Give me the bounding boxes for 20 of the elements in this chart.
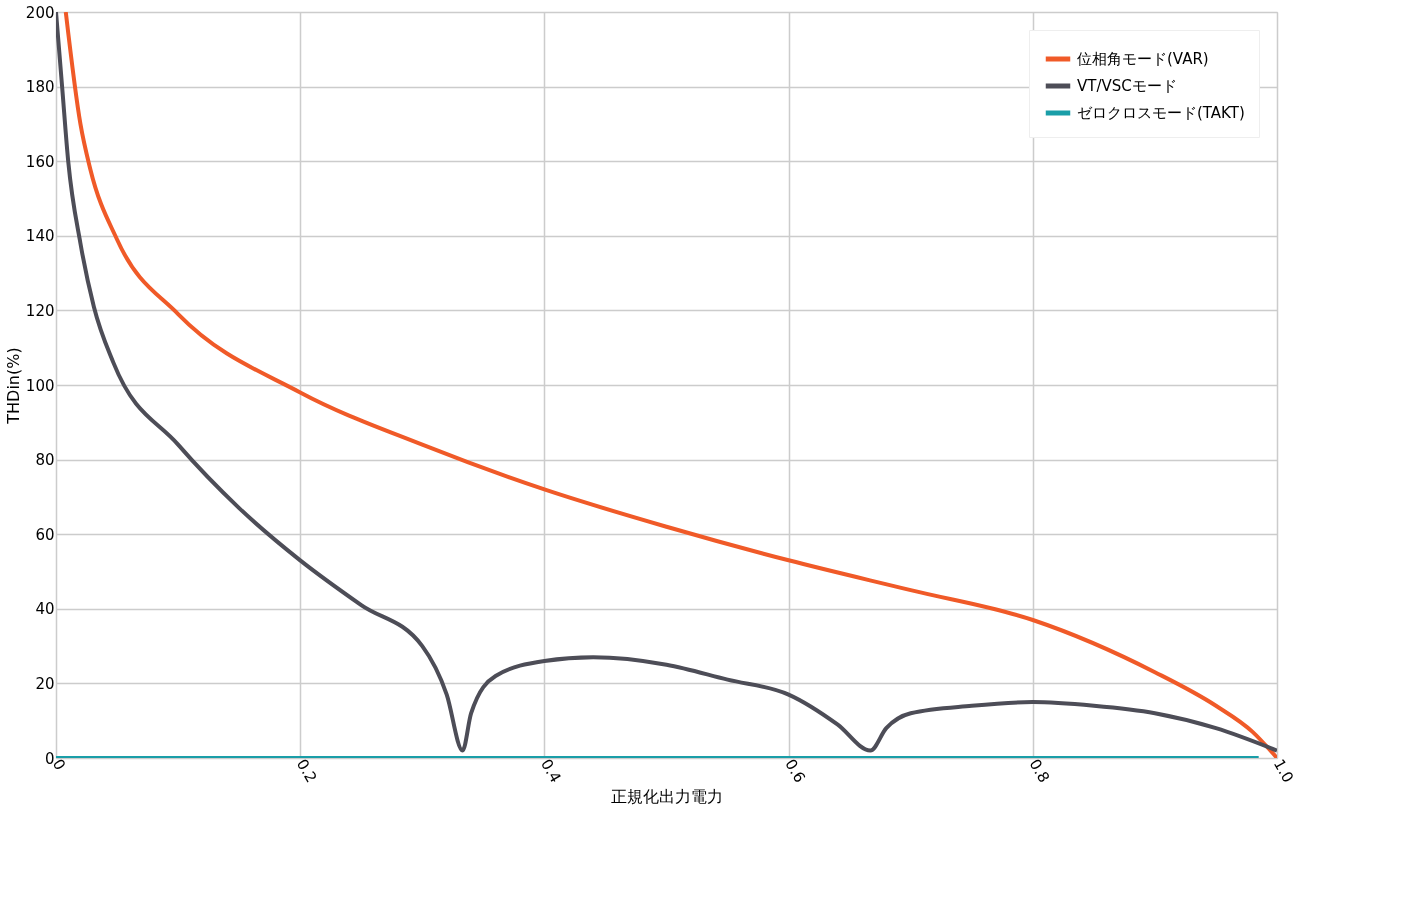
x-tick-label: 0.8 [1025,756,1054,786]
y-tick-label: 180 [25,78,55,97]
y-tick-label: 200 [25,3,55,22]
x-axis-title: 正規化出力電力 [611,787,723,807]
legend-label: 位相角モード(VAR) [1077,50,1209,68]
legend-label: ゼロクロスモード(TAKT) [1077,104,1245,122]
y-tick-label: 120 [25,301,55,320]
y-tick-label: 60 [35,525,55,544]
y-tick-label: 20 [35,674,55,693]
x-tick-label: 0.2 [292,756,321,786]
y-tick-label: 100 [25,376,55,395]
x-tick-label: 0.6 [781,756,809,786]
legend-label: VT/VSCモード [1077,77,1177,95]
x-tick-label: 1.0 [1269,756,1298,786]
y-axis-title: THDin(%) [3,347,23,425]
y-tick-label: 160 [25,152,55,171]
y-tick-label: 80 [35,451,55,470]
y-tick-label: 40 [35,600,55,619]
x-tick-label: 0.4 [537,756,565,786]
y-tick-label: 140 [25,227,55,246]
